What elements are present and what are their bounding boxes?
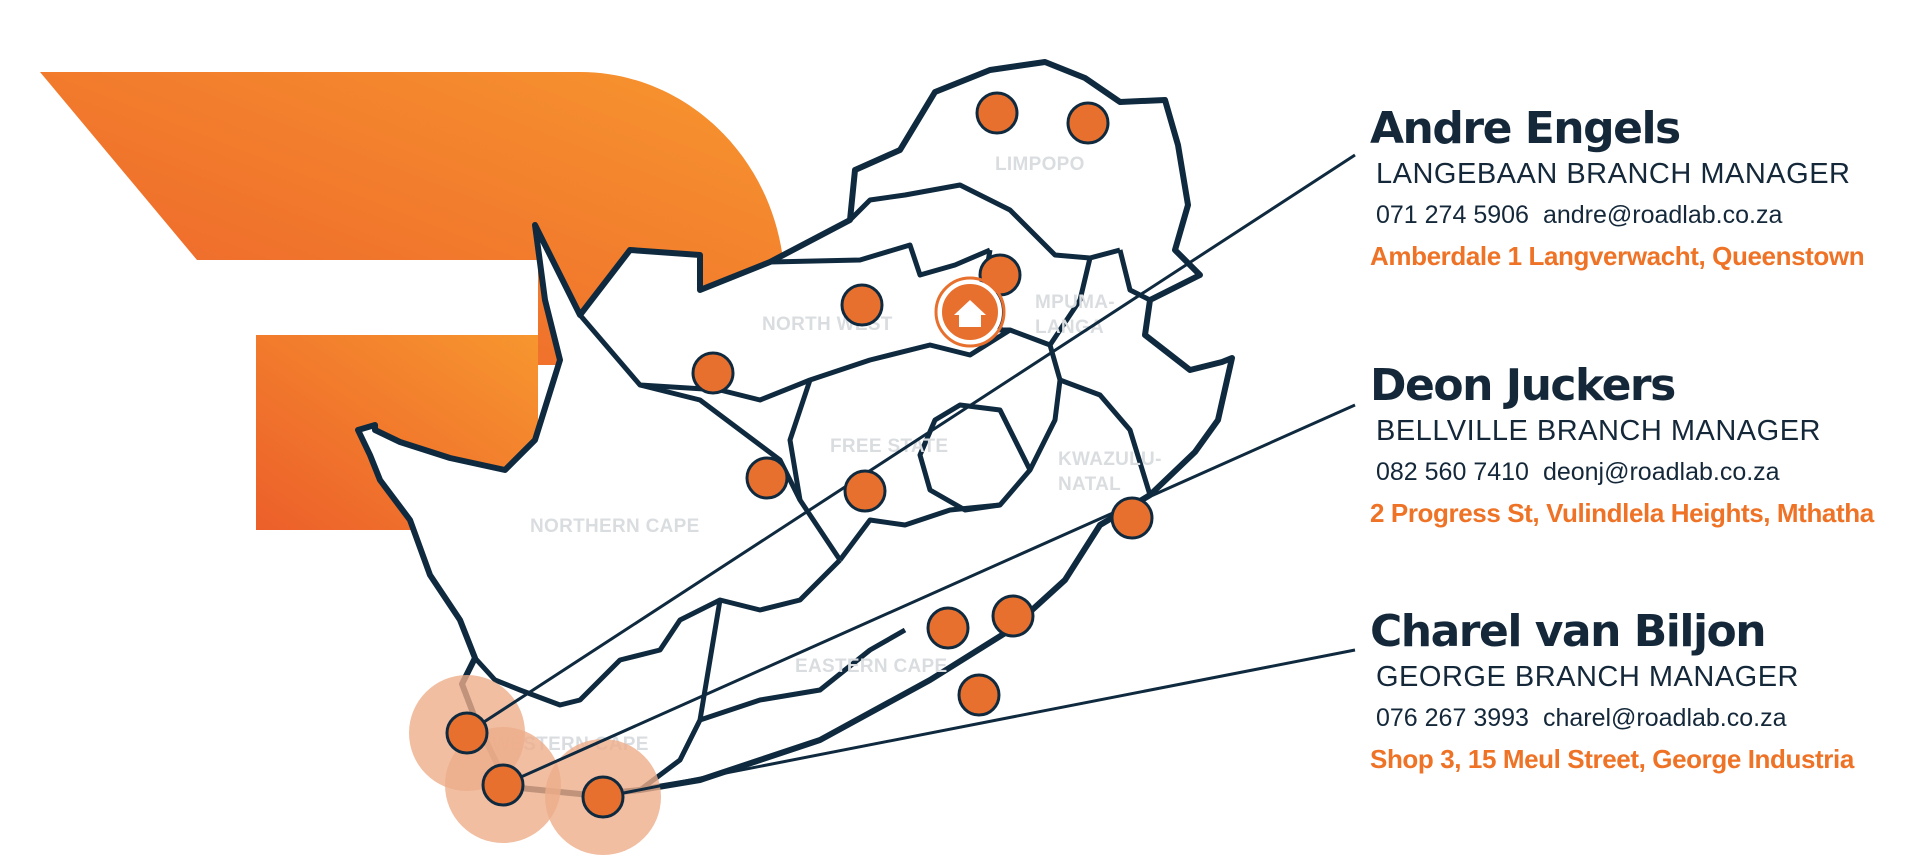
province-label-eastern-cape: EASTERN CAPE [795, 656, 947, 677]
contact-address: Amberdale 1 Langverwacht, Queenstown [1370, 241, 1865, 271]
branch-pin[interactable] [581, 775, 625, 819]
branch-pin[interactable] [481, 763, 525, 807]
contact-role: BELLVILLE BRANCH MANAGER [1376, 415, 1821, 447]
branch-pin[interactable] [991, 594, 1035, 638]
contact-card-andre-engels: Andre Engels LANGEBAAN BRANCH MANAGER 07… [1370, 105, 1910, 273]
province-label-northern-cape: NORTHERN CAPE [530, 516, 700, 537]
head-office-pin[interactable] [934, 276, 1006, 348]
contact-phone[interactable]: 071 274 5906 [1376, 201, 1529, 229]
home-icon [954, 300, 986, 327]
branch-pins [445, 91, 1154, 819]
contact-phone[interactable]: 082 560 7410 [1376, 458, 1529, 486]
contact-details: 076 267 3993 charel@roadlab.co.za [1376, 702, 1910, 734]
connector-lines [466, 153, 1356, 799]
contact-role: LANGEBAAN BRANCH MANAGER [1376, 158, 1851, 190]
province-label-kwazulu-natal: KWAZULU- [1058, 449, 1162, 470]
province-label-mpumalanga-2: LANGA [1035, 317, 1104, 338]
contact-address: Shop 3, 15 Meul Street, George Industria [1370, 744, 1854, 774]
contact-address: 2 Progress St, Vulindlela Heights, Mthat… [1370, 498, 1874, 528]
branch-pin[interactable] [957, 673, 1001, 717]
branch-pin[interactable] [843, 469, 887, 513]
branch-pin[interactable] [975, 91, 1019, 135]
contact-details: 071 274 5906 andre@roadlab.co.za [1376, 199, 1910, 231]
branch-pin[interactable] [840, 283, 884, 327]
connector-line [502, 403, 1356, 787]
branch-pin[interactable] [445, 711, 489, 755]
contact-phone[interactable]: 076 267 3993 [1376, 704, 1529, 732]
contact-name: Deon Juckers [1370, 360, 1676, 411]
branch-pin[interactable] [745, 456, 789, 500]
province-label-mpumalanga: MPUMA- [1035, 292, 1115, 313]
contact-email[interactable]: charel@roadlab.co.za [1542, 704, 1787, 732]
province-label-limpopo: LIMPOPO [995, 154, 1085, 175]
branch-pin[interactable] [1066, 101, 1110, 145]
connector-line [466, 153, 1356, 735]
branch-pin[interactable] [926, 606, 970, 650]
connector-line [602, 648, 1356, 799]
contact-name: Andre Engels [1370, 103, 1681, 154]
contact-role: GEORGE BRANCH MANAGER [1376, 661, 1799, 693]
province-label-free-state: FREE STATE [830, 436, 948, 457]
contact-email[interactable]: andre@roadlab.co.za [1542, 201, 1783, 229]
contact-card-charel-van-biljon: Charel van Biljon GEORGE BRANCH MANAGER … [1370, 608, 1910, 776]
province-labels: LIMPOPO NORTH WEST MPUMA- LANGA FREE STA… [492, 154, 1162, 755]
branch-pin[interactable] [1110, 496, 1154, 540]
branch-pin[interactable] [691, 351, 735, 395]
contact-email[interactable]: deonj@roadlab.co.za [1542, 458, 1780, 486]
contact-details: 082 560 7410 deonj@roadlab.co.za [1376, 456, 1910, 488]
contact-card-deon-juckers: Deon Juckers BELLVILLE BRANCH MANAGER 08… [1370, 362, 1910, 530]
province-label-kwazulu-natal-2: NATAL [1058, 474, 1121, 495]
contact-name: Charel van Biljon [1370, 606, 1767, 657]
